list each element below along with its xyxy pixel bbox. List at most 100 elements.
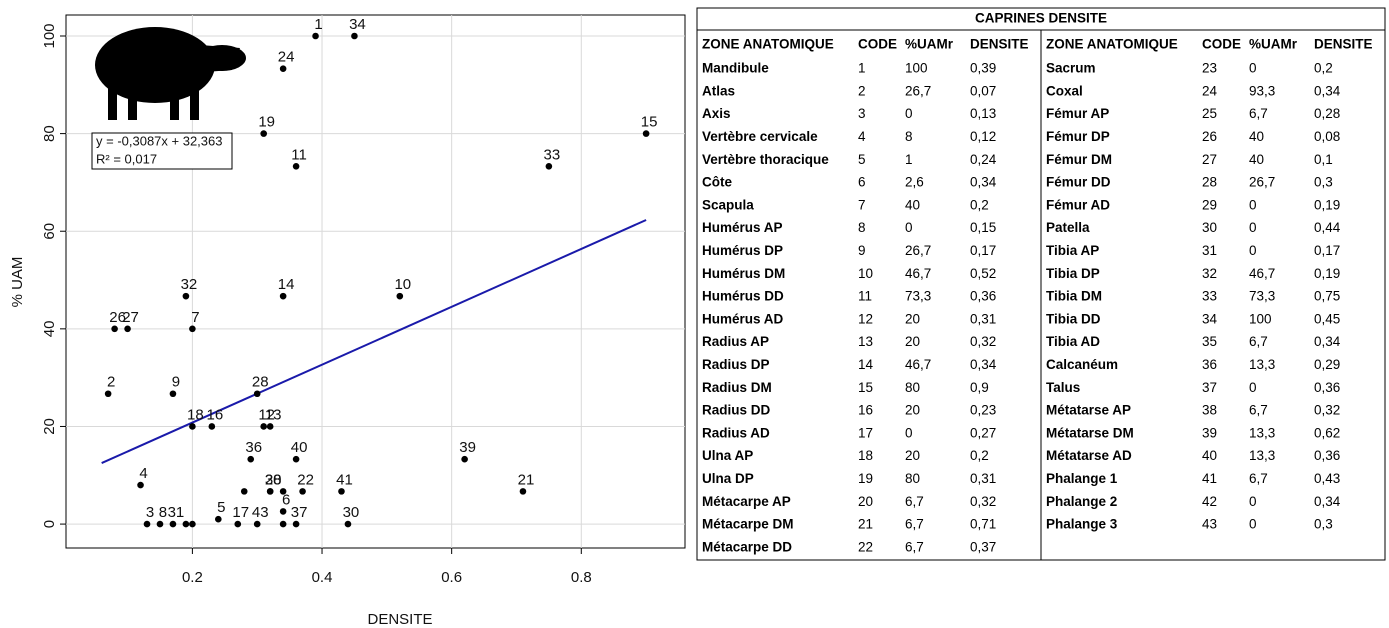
table-cell: 16 (858, 403, 873, 418)
column-header: DENSITE (1314, 37, 1373, 52)
zone-cell: Tibia DD (1046, 311, 1101, 326)
table-cell: 28 (1202, 175, 1217, 190)
table-cell: 34 (1202, 311, 1218, 326)
table-cell: 29 (1202, 197, 1217, 212)
zone-cell: Radius DM (702, 380, 772, 395)
table-cell: 36 (1202, 357, 1217, 372)
point (189, 423, 196, 430)
point (143, 520, 151, 528)
table-cell: 20 (905, 311, 920, 326)
point-label: 38 (265, 471, 282, 488)
zone-cell: Axis (702, 106, 731, 121)
zone-cell: Mandibule (702, 61, 769, 76)
column-header: ZONE ANATOMIQUE (702, 37, 834, 52)
zone-cell: Radius DP (702, 357, 770, 372)
table-cell: 2,6 (905, 175, 924, 190)
table-cell: 0,28 (1314, 106, 1340, 121)
table-cell: 20 (905, 448, 920, 463)
table-cell: 26,7 (1249, 175, 1275, 190)
zone-cell: Métatarse AD (1046, 448, 1132, 463)
zone-cell: Tibia DM (1046, 289, 1102, 304)
zone-cell: Métatarse DM (1046, 425, 1134, 440)
x-tick-label: 0.6 (441, 569, 462, 586)
table-cell: 6,7 (905, 494, 924, 509)
table-cell: 35 (1202, 334, 1217, 349)
y-axis-label: % UAM (9, 257, 26, 308)
table-cell: 12 (858, 311, 873, 326)
point-label: 13 (265, 406, 282, 423)
table-cell: 0 (905, 425, 913, 440)
table-cell: 3 (858, 106, 866, 121)
point-label: 27 (122, 309, 139, 326)
point (104, 390, 112, 398)
column-header: DENSITE (970, 37, 1029, 52)
table-cell: 31 (1202, 243, 1217, 258)
table-cell: 13,3 (1249, 357, 1275, 372)
point-label: 17 (232, 504, 249, 521)
table-cell: 6,7 (1249, 471, 1268, 486)
zone-cell: Humérus DM (702, 266, 785, 281)
point (338, 488, 345, 495)
zone-cell: Ulna AP (702, 448, 753, 463)
table-cell: 0,34 (970, 175, 997, 190)
point (169, 390, 177, 398)
table-cell: 19 (858, 471, 873, 486)
table-cell: 33 (1202, 289, 1217, 304)
point-label: 39 (459, 439, 476, 456)
x-tick-label: 0.4 (312, 569, 333, 586)
x-tick-label: 0.2 (182, 569, 203, 586)
point-label: 30 (343, 504, 360, 521)
table-cell: 0 (1249, 220, 1257, 235)
zone-cell: Ulna DP (702, 471, 754, 486)
table-cell: 73,3 (905, 289, 931, 304)
table-cell: 0,12 (970, 129, 996, 144)
trend-line (101, 219, 647, 464)
table-cell: 21 (858, 517, 873, 532)
table-cell: 80 (905, 471, 920, 486)
point-label: 1 (314, 16, 322, 33)
table-cell: 0,34 (970, 357, 997, 372)
point-label: 34 (349, 16, 366, 33)
x-tick-label: 0.8 (571, 569, 592, 586)
table-cell: 0,08 (1314, 129, 1340, 144)
point-label: 28 (252, 374, 269, 391)
table-cell: 0,07 (970, 83, 996, 98)
table-cell: 0,13 (970, 106, 996, 121)
point-label: 15 (641, 114, 658, 131)
table-cell: 42 (1202, 494, 1217, 509)
table-cell: 0,2 (970, 448, 989, 463)
point (156, 520, 164, 528)
table-cell: 100 (1249, 311, 1272, 326)
point-label: 31 (168, 504, 185, 521)
table-cell: 0,36 (1314, 448, 1340, 463)
point-label: 5 (217, 499, 225, 516)
zone-cell: Talus (1046, 380, 1080, 395)
zone-cell: Radius AD (702, 425, 770, 440)
point-label: 40 (291, 439, 308, 456)
zone-cell: Fémur AD (1046, 197, 1110, 212)
table-cell: 6,7 (905, 539, 924, 554)
table-cell: 20 (905, 403, 920, 418)
point (461, 455, 468, 463)
zone-cell: Fémur DP (1046, 129, 1110, 144)
table-cell: 40 (1202, 448, 1217, 463)
table-cell: 0,45 (1314, 311, 1340, 326)
table-cell: 0,36 (1314, 380, 1340, 395)
point-label: 33 (544, 146, 561, 163)
point-label: 41 (336, 471, 353, 488)
table-cell: 0,34 (1314, 83, 1341, 98)
table-cell: 8 (858, 220, 866, 235)
point (279, 488, 287, 495)
table-cell: 24 (1202, 83, 1218, 98)
table-cell: 6 (858, 175, 866, 190)
table-cell: 93,3 (1249, 83, 1275, 98)
table-cell: 0,29 (1314, 357, 1340, 372)
point-label: 36 (245, 439, 262, 456)
table-cell: 0,31 (970, 471, 996, 486)
point-label: 10 (394, 276, 411, 293)
table-cell: 40 (905, 197, 920, 212)
table-cell: 0,19 (1314, 197, 1340, 212)
table-cell: 7 (858, 197, 866, 212)
point-label: 26 (109, 309, 126, 326)
point-label: 2 (107, 374, 115, 391)
